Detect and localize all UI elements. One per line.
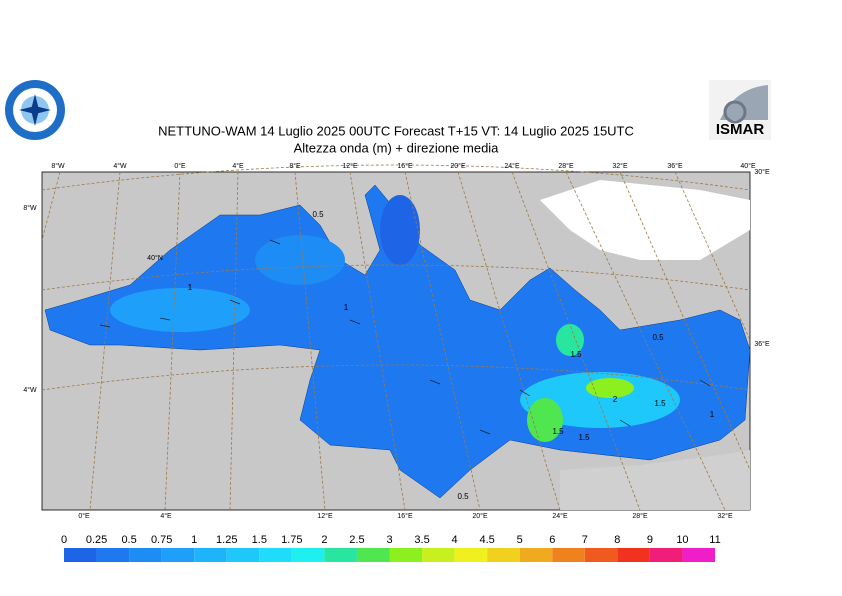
colorbar-box xyxy=(519,548,553,562)
colorbar-box xyxy=(584,548,618,562)
lat-label: 4°W xyxy=(23,386,37,394)
colorbar-label: 7 xyxy=(582,534,588,546)
colorbar-label: 4 xyxy=(452,534,458,546)
colorbar-box xyxy=(617,548,650,562)
colorbar-box xyxy=(291,548,325,562)
colorbar-box xyxy=(682,548,715,562)
map xyxy=(41,164,751,511)
colorbar-box xyxy=(259,548,292,562)
contour-label: 1.5 xyxy=(570,350,582,359)
colorbar-label: 3 xyxy=(386,534,392,546)
lon-label: 36°E xyxy=(667,162,683,170)
colorbar-label: 1.75 xyxy=(281,534,302,546)
lon-label: 0°E xyxy=(78,512,90,520)
colorbar-label: 11 xyxy=(709,534,720,546)
lon-label: 16°E xyxy=(397,162,413,170)
colorbar-label: 0 xyxy=(61,534,67,546)
lon-label: 24°E xyxy=(552,512,568,520)
lon-label: 4°W xyxy=(113,162,127,170)
lon-label: 0°E xyxy=(174,162,186,170)
colorbar-box xyxy=(194,548,227,562)
contour-labels: 0.5 1 1 0.5 1.5 1.5 2 1.5 1 1.5 0.5 xyxy=(188,210,715,501)
colorbar-label: 8 xyxy=(614,534,620,546)
contour-label: 0.5 xyxy=(312,210,324,219)
colorbar: 0 0.25 0.5 0.75 1 1.25 1.5 1.75 2 2.5 3 3.5 4 4.5 5 6 7 8… xyxy=(61,534,721,562)
colorbar-label: 4.5 xyxy=(480,534,495,546)
colorbar-box xyxy=(64,548,97,562)
contour-label: 1.5 xyxy=(578,433,590,442)
colorbar-box xyxy=(389,548,423,562)
colorbar-box xyxy=(552,548,585,562)
logo-left xyxy=(5,80,65,140)
lat-label: 36°E xyxy=(754,340,770,348)
colorbar-box xyxy=(324,548,357,562)
lon-label: 28°E xyxy=(558,162,574,170)
lon-label: 28°E xyxy=(632,512,648,520)
colorbar-label: 2.5 xyxy=(349,534,364,546)
colorbar-label: 0.75 xyxy=(151,534,172,546)
lon-label: 20°E xyxy=(472,512,488,520)
contour-label: 1 xyxy=(710,410,715,419)
colorbar-label: 1.5 xyxy=(252,534,267,546)
lon-label: 12°E xyxy=(317,512,333,520)
colorbar-box xyxy=(161,548,195,562)
lon-label: 32°E xyxy=(717,512,733,520)
lon-label: 24°E xyxy=(504,162,520,170)
lon-label: 12°E xyxy=(342,162,358,170)
lon-label: 4°E xyxy=(160,512,172,520)
colorbar-box xyxy=(96,548,130,562)
colorbar-label: 0.25 xyxy=(86,534,107,546)
colorbar-box xyxy=(454,548,488,562)
lon-label: 40°E xyxy=(740,162,756,170)
colorbar-label: 1 xyxy=(191,534,197,546)
colorbar-label: 10 xyxy=(676,534,688,546)
logo-right: ISMAR xyxy=(709,80,771,140)
colorbar-box xyxy=(356,548,390,562)
contour-label: 1.5 xyxy=(654,399,666,408)
lat-label: 40°N xyxy=(147,254,163,262)
contour-label: 0.5 xyxy=(457,492,469,501)
contour-label: 1 xyxy=(344,303,349,312)
colorbar-label: 6 xyxy=(549,534,555,546)
lon-label: 8°E xyxy=(289,162,301,170)
colorbar-label: 1.25 xyxy=(216,534,237,546)
contour-label: 1.5 xyxy=(552,427,564,436)
lon-label: 32°E xyxy=(612,162,628,170)
logo-text: ISMAR xyxy=(716,121,765,138)
colorbar-box xyxy=(422,548,455,562)
title: NETTUNO-WAM 14 Luglio 2025 00UTC Forecas… xyxy=(158,123,634,138)
colorbar-box xyxy=(487,548,520,562)
contour-label: 1 xyxy=(188,283,193,292)
lon-label: 8°W xyxy=(51,162,65,170)
colorbar-box xyxy=(226,548,260,562)
graticule-labels: 8°W 4°W 0°E 4°E 8°E 12°E 16°E 20°E 24°E 28°E 32°E 3… xyxy=(23,162,770,520)
contour-label: 0.5 xyxy=(652,333,664,342)
lat-label: 30°E xyxy=(754,168,770,176)
colorbar-box xyxy=(129,548,162,562)
lon-label: 20°E xyxy=(450,162,466,170)
subtitle: Altezza onda (m) + direzione media xyxy=(294,140,500,155)
lat-label: 8°W xyxy=(23,204,37,212)
lon-label: 16°E xyxy=(397,512,413,520)
colorbar-label: 2 xyxy=(321,534,327,546)
lon-label: 4°E xyxy=(232,162,244,170)
contour-label: 2 xyxy=(613,395,618,404)
colorbar-label: 5 xyxy=(517,534,523,546)
colorbar-label: 3.5 xyxy=(414,534,429,546)
colorbar-label: 9 xyxy=(647,534,653,546)
colorbar-box xyxy=(649,548,683,562)
colorbar-label: 0.5 xyxy=(121,534,136,546)
